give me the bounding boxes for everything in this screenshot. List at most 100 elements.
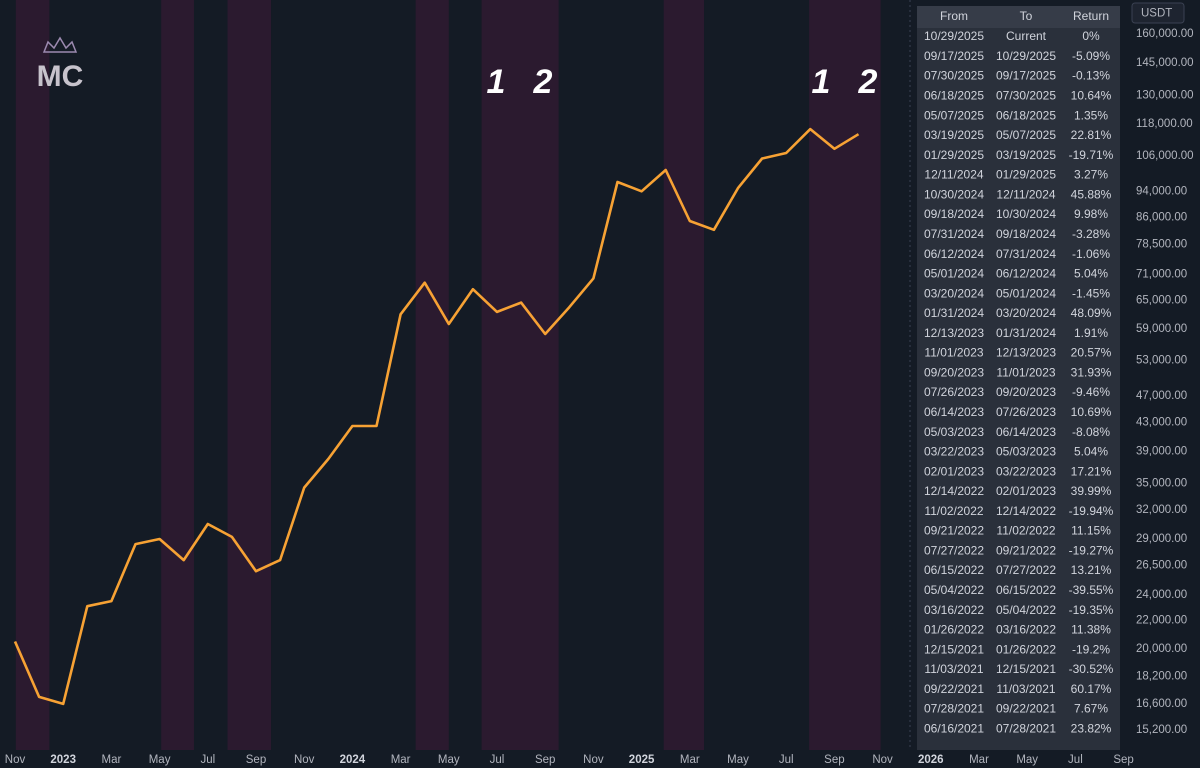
- shaded-period: [227, 0, 272, 750]
- table-date: 07/31/2024: [924, 227, 984, 241]
- logo-text: MC: [37, 60, 84, 93]
- shaded-period: [663, 0, 705, 750]
- table-date: 12/14/2022: [924, 484, 984, 498]
- table-return: 3.27%: [1074, 168, 1108, 182]
- y-tick-label: 32,000.00: [1136, 504, 1187, 516]
- table-return: -1.45%: [1072, 286, 1110, 300]
- table-date: 09/17/2025: [924, 49, 984, 63]
- table-date: 06/12/2024: [996, 267, 1056, 281]
- table-date: 07/26/2023: [924, 385, 984, 399]
- table-return: -19.71%: [1069, 148, 1114, 162]
- table-return: -1.06%: [1072, 247, 1110, 261]
- x-tick-label: Jul: [779, 754, 794, 766]
- table-date: 09/22/2021: [924, 682, 984, 696]
- table-return: 20.57%: [1071, 346, 1112, 360]
- y-tick-label: 65,000.00: [1136, 294, 1187, 306]
- logo: MC: [37, 36, 84, 93]
- table-date: 11/01/2023: [924, 346, 983, 360]
- table-return: 5.04%: [1074, 267, 1108, 281]
- table-header: Return: [1073, 9, 1109, 23]
- table-date: 07/28/2021: [996, 721, 1056, 735]
- table-date: 03/22/2023: [996, 464, 1056, 478]
- currency-box[interactable]: [1131, 2, 1185, 24]
- table-date: 06/14/2023: [996, 425, 1056, 439]
- x-tick-label: Nov: [872, 754, 893, 766]
- table-date: 10/29/2025: [924, 29, 984, 43]
- table-date: 10/30/2024: [924, 187, 984, 201]
- table-return: -8.08%: [1072, 425, 1110, 439]
- y-tick-label: 86,000.00: [1136, 212, 1187, 224]
- x-tick-label: Mar: [391, 754, 411, 766]
- table-return: 22.81%: [1071, 128, 1112, 142]
- y-tick-label: 47,000.00: [1136, 390, 1187, 402]
- table-date: 01/31/2024: [996, 326, 1056, 340]
- table-date: 07/31/2024: [996, 247, 1056, 261]
- table-return: -19.2%: [1072, 642, 1110, 656]
- table-date: 12/13/2023: [996, 346, 1056, 360]
- table-date: 01/29/2025: [996, 168, 1056, 182]
- table-date: 06/18/2025: [996, 108, 1056, 122]
- x-tick-label: Nov: [5, 754, 26, 766]
- currency-label[interactable]: USDT: [1141, 8, 1172, 20]
- table-date: 12/13/2023: [924, 326, 984, 340]
- table-date: 09/21/2022: [996, 543, 1056, 557]
- table-header: From: [940, 9, 968, 23]
- table-return: 1.35%: [1074, 108, 1108, 122]
- y-tick-label: 18,200.00: [1136, 671, 1187, 683]
- table-date: 11/02/2022: [996, 524, 1055, 538]
- x-tick-label: 2023: [50, 754, 76, 766]
- table-date: 03/16/2022: [924, 603, 984, 617]
- y-tick-label: 22,000.00: [1136, 615, 1187, 627]
- x-tick-label: May: [727, 754, 749, 766]
- y-tick-label: 118,000.00: [1136, 118, 1193, 130]
- table-date: 10/30/2024: [996, 207, 1056, 221]
- table-return: -5.09%: [1072, 49, 1110, 63]
- table-date: 11/02/2022: [924, 504, 983, 518]
- table-date: 07/26/2023: [996, 405, 1056, 419]
- x-tick-label: Sep: [246, 754, 266, 766]
- x-tick-label: Jul: [200, 754, 215, 766]
- x-tick-label: Jul: [1068, 754, 1083, 766]
- table-date: 03/19/2025: [924, 128, 984, 142]
- table-return: 0%: [1082, 29, 1100, 43]
- table-date: 12/11/2024: [924, 168, 983, 182]
- table-date: 03/19/2025: [996, 148, 1056, 162]
- y-tick-label: 39,000.00: [1136, 445, 1187, 457]
- table-date: 01/26/2022: [924, 623, 984, 637]
- y-tick-label: 145,000.00: [1136, 57, 1194, 69]
- table-date: 09/21/2022: [924, 524, 984, 538]
- table-date: 01/31/2024: [924, 306, 984, 320]
- table-date: 07/30/2025: [924, 69, 984, 83]
- y-tick-label: 16,600.00: [1136, 698, 1187, 710]
- table-date: 09/17/2025: [996, 69, 1056, 83]
- table-date: 09/18/2024: [996, 227, 1056, 241]
- table-date: 12/14/2022: [996, 504, 1056, 518]
- table-date: 05/01/2024: [996, 286, 1056, 300]
- table-date: 09/18/2024: [924, 207, 984, 221]
- x-tick-label: 2025: [629, 754, 655, 766]
- table-date: 05/01/2024: [924, 267, 984, 281]
- table-return: 9.98%: [1074, 207, 1108, 221]
- y-tick-label: 78,500.00: [1136, 239, 1187, 251]
- annotation: 1: [487, 63, 506, 101]
- table-date: 12/15/2021: [924, 642, 984, 656]
- y-tick-label: 71,000.00: [1136, 268, 1187, 280]
- table-return: 11.15%: [1071, 524, 1111, 538]
- y-axis: 160,000.00 145,000.00 130,000.00 118,000.00…: [1136, 28, 1194, 736]
- table-return: 45.88%: [1071, 187, 1112, 201]
- table-header: To: [1020, 9, 1033, 23]
- shaded-period: [15, 0, 50, 750]
- table-background: [917, 6, 1120, 750]
- x-tick-label: May: [438, 754, 460, 766]
- table-return: -30.52%: [1069, 662, 1114, 676]
- x-tick-label: Nov: [583, 754, 604, 766]
- table-date: 02/01/2023: [996, 484, 1056, 498]
- table-date: 09/22/2021: [996, 702, 1056, 716]
- table-return: -39.55%: [1069, 583, 1114, 597]
- table-date: 05/07/2025: [924, 108, 984, 122]
- table-date: 01/26/2022: [996, 642, 1056, 656]
- currency-badge[interactable]: USDT: [1131, 2, 1185, 24]
- x-tick-label: Mar: [680, 754, 700, 766]
- shaded-period: [161, 0, 194, 750]
